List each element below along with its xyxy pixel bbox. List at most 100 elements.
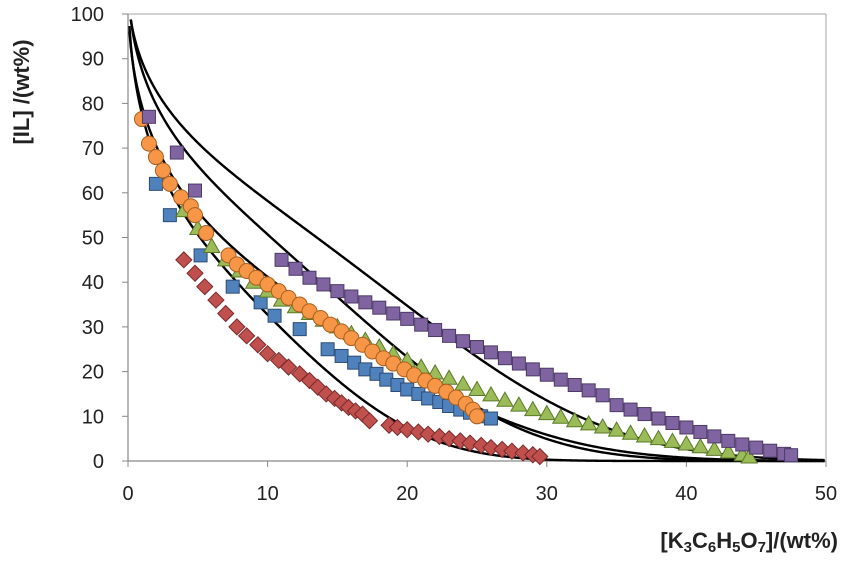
- y-tick-label: 50: [82, 228, 104, 250]
- data-point: [621, 424, 640, 440]
- data-point: [207, 291, 225, 309]
- data-point: [154, 162, 171, 179]
- data-point: [581, 383, 596, 398]
- data-point: [609, 398, 624, 413]
- data-point: [161, 175, 178, 192]
- data-point: [623, 402, 638, 417]
- data-point: [523, 400, 542, 417]
- x-tick-label: 40: [675, 483, 697, 505]
- data-point: [372, 300, 387, 315]
- data-point: [553, 372, 568, 387]
- data-point: [470, 340, 484, 355]
- data-point: [593, 418, 612, 434]
- data-point: [188, 183, 203, 198]
- x-tick-label: 20: [396, 483, 418, 505]
- data-point: [721, 433, 736, 448]
- data-point: [162, 208, 177, 223]
- data-point: [511, 356, 526, 371]
- data-point: [175, 251, 193, 269]
- data-point: [148, 176, 163, 191]
- series-5: [141, 109, 799, 463]
- data-point: [579, 414, 598, 431]
- data-point: [763, 443, 778, 458]
- data-point: [253, 295, 268, 310]
- fit-curve: [128, 31, 825, 463]
- data-point: [258, 345, 277, 363]
- data-point: [482, 438, 500, 457]
- data-point: [665, 416, 680, 431]
- data-point: [679, 420, 694, 435]
- data-point: [302, 270, 317, 285]
- x-axis-title-part: C: [692, 528, 708, 553]
- data-markers: [133, 109, 799, 466]
- data-point: [719, 443, 738, 459]
- data-point: [637, 407, 652, 422]
- data-point: [705, 440, 724, 456]
- data-point: [497, 351, 512, 366]
- data-point: [468, 380, 486, 396]
- data-point: [169, 145, 184, 160]
- data-point: [228, 318, 246, 336]
- y-tick-label: 100: [71, 4, 104, 26]
- data-point: [469, 408, 485, 425]
- data-point: [483, 411, 498, 426]
- data-point: [249, 336, 267, 354]
- data-point: [551, 408, 570, 424]
- data-point: [292, 322, 307, 337]
- x-axis-title-part: ]/(wt%): [766, 528, 838, 553]
- data-point: [483, 345, 498, 360]
- data-point: [651, 411, 666, 426]
- x-axis-title-part: H: [716, 528, 732, 553]
- data-point: [279, 358, 298, 376]
- data-point: [358, 295, 373, 310]
- data-point: [225, 279, 240, 294]
- y-tick-label: 70: [82, 138, 104, 160]
- data-point: [440, 369, 458, 385]
- data-point: [217, 304, 235, 323]
- data-point: [537, 404, 556, 421]
- x-axis-title-part: [K: [660, 528, 683, 553]
- data-point: [454, 375, 472, 391]
- data-point: [607, 421, 626, 437]
- x-tick-label: 50: [815, 483, 837, 505]
- series-4: [133, 111, 485, 425]
- data-point: [539, 367, 554, 382]
- data-point: [288, 261, 303, 276]
- data-point: [360, 412, 379, 430]
- data-point: [735, 437, 750, 452]
- data-point: [398, 421, 416, 439]
- data-point: [503, 442, 521, 460]
- data-point: [461, 434, 479, 452]
- y-axis-title: [IL] /(wt%): [9, 39, 34, 144]
- data-point: [147, 149, 164, 166]
- data-point: [419, 425, 437, 443]
- data-point: [440, 429, 458, 448]
- data-point: [198, 225, 215, 242]
- y-tick-label: 60: [82, 183, 104, 205]
- data-point: [141, 109, 156, 124]
- data-point: [237, 327, 256, 345]
- data-point: [649, 429, 668, 446]
- data-point: [386, 306, 401, 321]
- data-point: [344, 289, 359, 304]
- data-point: [202, 237, 221, 253]
- data-point: [456, 334, 471, 349]
- axes: [122, 13, 827, 467]
- x-tick-label: 10: [256, 483, 278, 505]
- x-axis-title-subscript: 5: [732, 539, 740, 556]
- data-point: [196, 277, 214, 296]
- data-point: [414, 317, 429, 332]
- data-point: [442, 328, 457, 343]
- x-tick-label: 0: [122, 483, 133, 505]
- data-point: [428, 323, 443, 338]
- axis-labels: 0 10 20 30 40 50 0 10 20 30 40 50 60 70 80 90 100 [K3C6H5…: [9, 4, 838, 556]
- series-1: [175, 251, 549, 466]
- data-point: [510, 396, 528, 412]
- data-point: [740, 447, 759, 464]
- data-point: [316, 277, 331, 292]
- y-tick-label: 80: [82, 93, 104, 115]
- data-point: [274, 252, 289, 267]
- data-point: [140, 135, 157, 152]
- data-point: [531, 447, 549, 466]
